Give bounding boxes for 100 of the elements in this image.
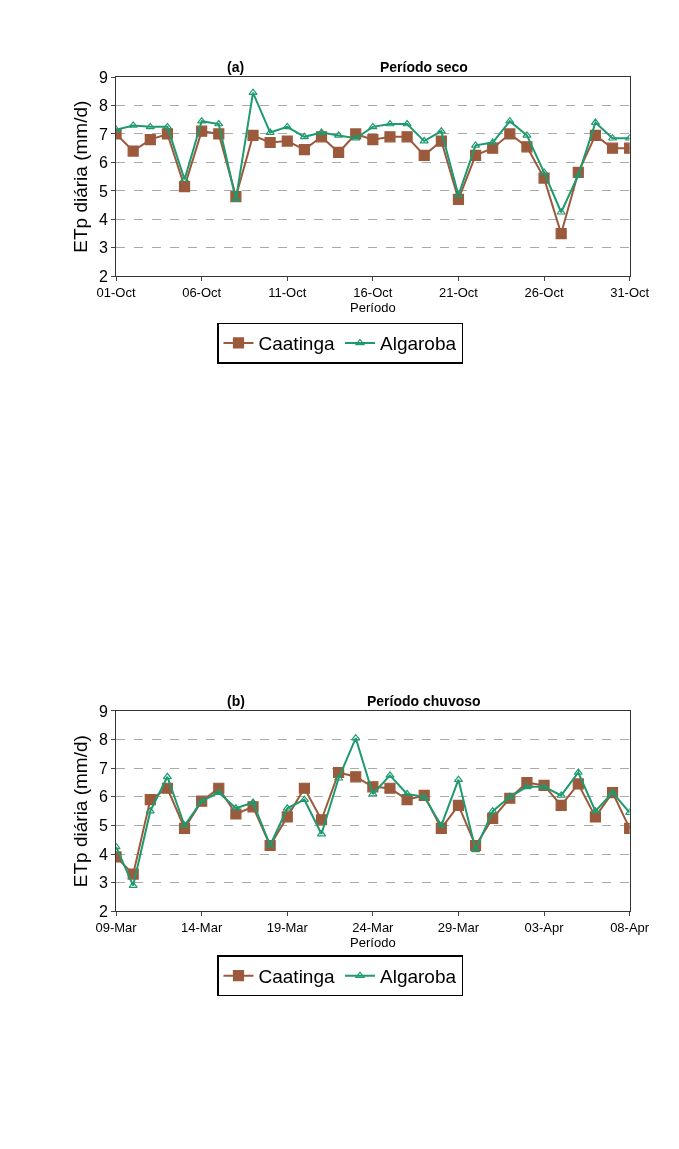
point xyxy=(521,141,533,153)
point xyxy=(573,171,583,178)
x-tick-label: 31-Oct xyxy=(610,284,650,300)
point xyxy=(539,168,549,175)
point xyxy=(231,804,241,811)
point xyxy=(248,798,258,805)
x-tick-label: 24-Mar xyxy=(352,919,395,935)
point xyxy=(385,771,395,778)
x-axis-title: Período xyxy=(350,934,396,950)
point xyxy=(368,122,378,130)
legend-label: Caatinga xyxy=(258,966,335,988)
point xyxy=(162,772,173,780)
point xyxy=(197,117,207,124)
point xyxy=(367,134,379,146)
point xyxy=(247,129,259,141)
point xyxy=(178,181,191,193)
point xyxy=(453,775,464,783)
legend-label: Algaroba xyxy=(379,333,457,355)
y-axis-title: ETp diária (mm/d) xyxy=(69,100,91,253)
point xyxy=(418,149,430,161)
point xyxy=(281,135,293,147)
y-tick-label: 2 xyxy=(98,267,108,285)
point xyxy=(384,131,396,143)
text: (a) xyxy=(227,59,245,75)
text: (b) xyxy=(227,693,245,709)
point xyxy=(351,134,361,141)
point xyxy=(402,119,412,127)
y-tick-label: 9 xyxy=(98,68,108,86)
point xyxy=(556,791,566,798)
y-axis-title: ETp diária (mm/d) xyxy=(69,735,91,888)
y-tick-label: 7 xyxy=(98,759,108,777)
chart-title: Período chuvoso xyxy=(367,693,481,709)
chart-title: Período seco xyxy=(380,59,468,75)
y-tick-label: 7 xyxy=(98,125,108,143)
point xyxy=(214,788,224,795)
point xyxy=(299,795,310,803)
point xyxy=(504,128,516,140)
x-tick-label: 06-Oct xyxy=(182,284,222,300)
point xyxy=(402,789,412,797)
y-tick-label: 8 xyxy=(98,97,108,115)
point xyxy=(299,132,310,140)
point xyxy=(128,121,138,128)
point xyxy=(231,195,241,202)
point xyxy=(606,142,619,154)
point xyxy=(144,134,156,146)
point xyxy=(298,782,310,794)
point xyxy=(384,782,396,794)
y-tick-label: 6 xyxy=(98,788,108,806)
point xyxy=(385,119,395,127)
y-tick-label: 5 xyxy=(98,817,108,835)
y-tick-label: 4 xyxy=(98,845,108,863)
x-tick-label: 29-Mar xyxy=(437,919,480,935)
point xyxy=(436,127,446,134)
x-tick-label: 21-Oct xyxy=(438,284,479,300)
point xyxy=(282,804,292,811)
point xyxy=(128,881,138,888)
x-tick-label: 03-Apr xyxy=(524,919,565,935)
point xyxy=(470,845,481,853)
point xyxy=(556,208,566,215)
x-tick-label: 14-Mar xyxy=(181,919,223,935)
point xyxy=(522,782,532,790)
y-tick-label: 9 xyxy=(98,702,108,720)
point xyxy=(488,807,498,814)
y-tick-label: 3 xyxy=(98,874,108,892)
x-axis-title: Período xyxy=(350,299,396,315)
point xyxy=(333,146,345,159)
point xyxy=(248,88,258,96)
point xyxy=(505,117,515,124)
point xyxy=(573,768,583,775)
point xyxy=(452,799,465,812)
point xyxy=(214,119,224,127)
point xyxy=(127,145,139,157)
point xyxy=(419,136,429,144)
point xyxy=(488,138,498,145)
y-tick-label: 6 xyxy=(98,154,108,172)
y-tick-label: 5 xyxy=(98,182,108,200)
point xyxy=(265,841,275,848)
point xyxy=(555,227,567,240)
y-tick-label: 4 xyxy=(98,210,108,228)
point xyxy=(555,799,567,812)
point xyxy=(282,122,292,130)
y-tick-label: 8 xyxy=(98,731,108,749)
point xyxy=(316,829,327,837)
x-tick-label: 26-Oct xyxy=(524,284,564,300)
point xyxy=(401,794,413,806)
point xyxy=(522,131,532,138)
x-tick-label: 01-Oct xyxy=(96,284,136,300)
point xyxy=(162,122,173,130)
y-tick-label: 3 xyxy=(98,239,108,257)
point xyxy=(368,789,378,797)
legend-label: Caatinga xyxy=(258,333,335,355)
point xyxy=(351,734,361,741)
x-tick-label: 09-Mar xyxy=(95,919,138,935)
point xyxy=(264,136,276,149)
point xyxy=(145,122,155,130)
point xyxy=(265,128,275,135)
x-tick-label: 11-Oct xyxy=(268,284,307,300)
point xyxy=(145,807,155,814)
point xyxy=(505,792,515,800)
point xyxy=(350,771,362,783)
